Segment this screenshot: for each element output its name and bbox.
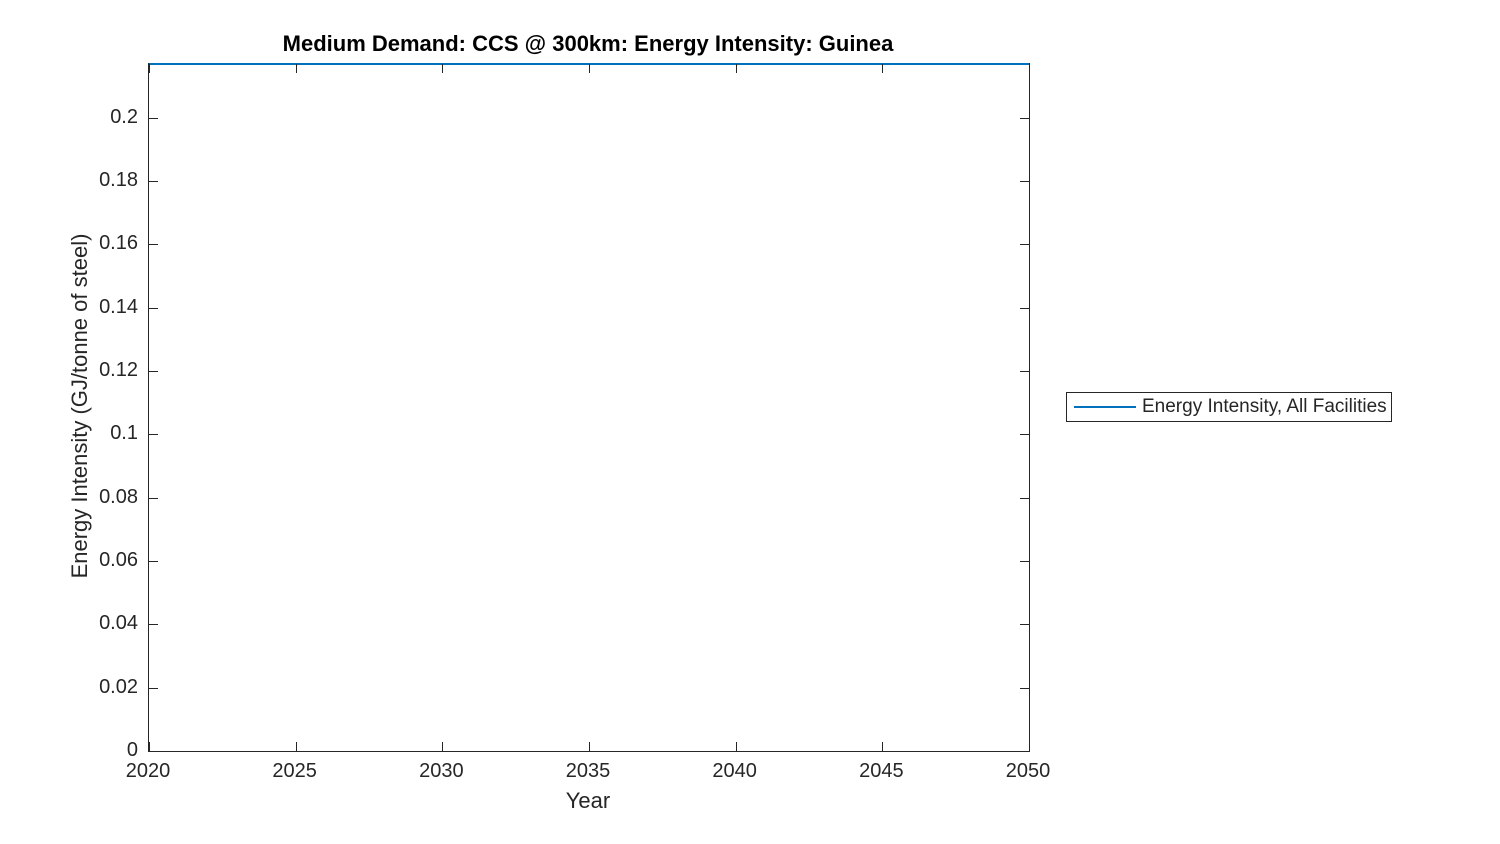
y-tick-label: 0.18 <box>99 169 138 192</box>
x-tick-mark <box>442 742 443 751</box>
y-tick-mark <box>149 498 158 499</box>
y-tick-mark <box>149 751 158 752</box>
x-tick-mark-top <box>149 64 150 73</box>
y-tick-mark <box>149 308 158 309</box>
y-tick-mark-right <box>1020 561 1029 562</box>
x-tick-label: 2040 <box>712 760 757 782</box>
y-tick-mark <box>149 688 158 689</box>
y-tick-mark-right <box>1020 434 1029 435</box>
y-tick-mark <box>149 181 158 182</box>
x-axis-label: Year <box>565 788 611 813</box>
x-tick-mark <box>296 742 297 751</box>
legend-entry-label: Energy Intensity, All Facilities <box>1142 396 1387 417</box>
y-tick-label: 0.08 <box>99 485 138 508</box>
y-tick-label: 0.14 <box>99 295 138 318</box>
x-tick-mark <box>1029 742 1030 751</box>
y-tick-mark-right <box>1020 624 1029 625</box>
y-tick-mark-right <box>1020 688 1029 689</box>
x-tick-mark <box>589 742 590 751</box>
x-tick-label: 2035 <box>565 760 611 782</box>
y-tick-label: 0.1 <box>110 422 138 445</box>
y-tick-label: 0.12 <box>99 359 138 382</box>
y-tick-mark <box>149 561 158 562</box>
x-tick-label: 2050 <box>1005 760 1051 782</box>
y-tick-mark-right <box>1020 498 1029 499</box>
x-tick-mark-top <box>296 64 297 73</box>
y-tick-mark-right <box>1020 751 1029 752</box>
y-tick-mark <box>149 244 158 245</box>
x-tick-mark-top <box>736 64 737 73</box>
x-tick-mark-top <box>882 64 883 73</box>
y-tick-label: 0.2 <box>110 105 138 128</box>
y-tick-label: 0.02 <box>99 675 138 698</box>
chart-title: Medium Demand: CCS @ 300km: Energy Inten… <box>282 31 894 56</box>
legend: Energy Intensity, All Facilities <box>1066 392 1392 422</box>
y-tick-mark <box>149 371 158 372</box>
y-tick-label: 0 <box>126 739 138 761</box>
energy-intensity-series-line <box>149 63 1029 65</box>
plot-area <box>148 63 1030 752</box>
y-tick-mark-right <box>1020 371 1029 372</box>
x-tick-label: 2045 <box>859 760 904 782</box>
y-tick-mark-right <box>1020 308 1029 309</box>
y-tick-mark <box>149 624 158 625</box>
y-tick-label: 0.04 <box>99 612 138 635</box>
x-tick-label: 2020 <box>125 760 171 782</box>
x-tick-mark <box>149 742 150 751</box>
x-tick-mark-top <box>1029 64 1030 73</box>
y-tick-mark-right <box>1020 244 1029 245</box>
y-tick-mark-right <box>1020 118 1029 119</box>
y-tick-mark-right <box>1020 181 1029 182</box>
x-tick-mark <box>736 742 737 751</box>
y-tick-mark <box>149 118 158 119</box>
x-tick-label: 2030 <box>419 760 464 782</box>
y-tick-label: 0.06 <box>99 549 138 572</box>
legend-line-sample-icon <box>1074 406 1136 408</box>
x-tick-mark-top <box>589 64 590 73</box>
y-axis-label: Energy Intensity (GJ/tonne of steel) <box>67 233 92 579</box>
y-tick-label: 0.16 <box>99 232 138 255</box>
y-tick-mark <box>149 434 158 435</box>
x-tick-mark-top <box>442 64 443 73</box>
x-tick-label: 2025 <box>272 760 317 782</box>
x-tick-mark <box>882 742 883 751</box>
